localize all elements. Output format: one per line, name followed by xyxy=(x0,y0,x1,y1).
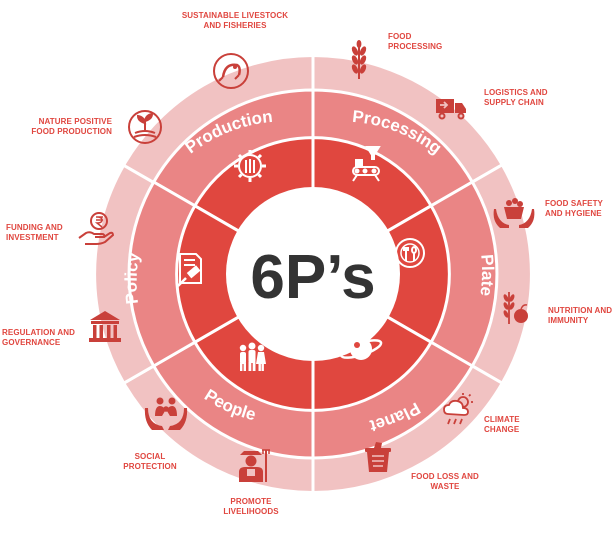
family-hands-icon xyxy=(144,397,188,430)
plate-fork-spoon-icon xyxy=(395,238,425,268)
item-label-food-safety: FOOD SAFETY AND HYGIENE xyxy=(545,199,603,218)
cloud-sun-rain-icon xyxy=(443,393,473,425)
delivery-truck-icon xyxy=(436,99,466,120)
center-circle xyxy=(226,187,400,361)
item-label-sustainable-livestock: SUSTAINABLE LIVESTOCK AND FISHERIES xyxy=(181,11,289,30)
item-label-food-loss: FOOD LOSS AND WASTE xyxy=(411,472,479,491)
farmer-icon xyxy=(239,449,270,482)
document-gavel-icon xyxy=(177,253,202,287)
sector-label-plate: Plate xyxy=(476,254,497,298)
plant-field-icon xyxy=(128,110,162,144)
conveyor-funnel-icon xyxy=(352,146,381,182)
item-label-nature-positive: NATURE POSITIVE FOOD PRODUCTION xyxy=(31,117,112,136)
item-label-funding: FUNDING AND INVESTMENT xyxy=(6,223,63,242)
item-label-promote-livelihoods: PROMOTE LIVELIHOODS xyxy=(223,497,279,516)
waste-bin-icon xyxy=(365,442,391,472)
shrimp-icon xyxy=(213,53,249,89)
people-group-icon xyxy=(239,342,266,371)
wheat-apple-icon xyxy=(503,292,528,324)
planet-icon xyxy=(339,338,383,360)
government-building-icon xyxy=(89,311,121,342)
item-label-climate-change: CLIMATE CHANGE xyxy=(484,415,520,434)
item-label-logistics: LOGISTICS AND SUPPLY CHAIN xyxy=(484,88,548,107)
rupee-hand-icon xyxy=(78,212,115,245)
hands-basket-icon xyxy=(493,198,535,228)
sector-label-policy: Policy xyxy=(122,251,144,305)
item-label-food-processing: FOOD PROCESSING xyxy=(388,32,443,51)
wheat-icon xyxy=(351,40,367,79)
gear-wheat-icon xyxy=(234,150,266,182)
item-label-social-protection: SOCIAL PROTECTION xyxy=(123,452,177,471)
center-title: 6P’s xyxy=(250,243,375,312)
item-label-regulation: REGULATION AND GOVERNANCE xyxy=(2,328,75,347)
item-label-nutrition: NUTRITION AND IMMUNITY xyxy=(548,306,613,325)
